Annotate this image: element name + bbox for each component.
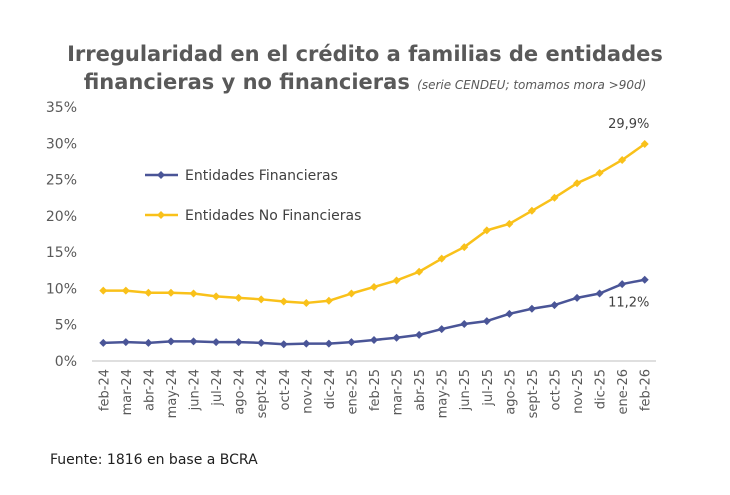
series-entidades-no-financieras-point	[302, 298, 311, 307]
series-entidades-financieras-point	[527, 304, 536, 313]
x-tick-label: abr-25	[413, 369, 428, 411]
x-tick-label: feb-26	[639, 369, 654, 411]
y-tick-label: 30%	[46, 136, 77, 152]
series-entidades-no-financieras-point	[482, 226, 491, 235]
series-entidades-no-financieras-point	[527, 206, 536, 215]
series-entidades-no-financieras-point	[212, 292, 221, 301]
series-entidades-no-financieras-point	[370, 282, 378, 291]
series-entidades-no-financieras-point	[144, 288, 153, 297]
series-entidades-financieras-point	[166, 337, 175, 346]
series-entidades-financieras-point	[550, 301, 559, 310]
x-tick-label: jun-24	[188, 369, 203, 411]
series-entidades-financieras-point	[189, 337, 198, 346]
series-entidades-no-financieras-point	[324, 296, 333, 305]
series-entidades-financieras-point	[144, 338, 153, 347]
y-tick-label: 25%	[46, 173, 77, 189]
x-tick-label: mar-25	[391, 369, 406, 415]
x-tick-label: jul-25	[481, 369, 496, 407]
series-entidades-no-financieras-point	[460, 243, 469, 252]
series-entidades-no-financieras-point	[166, 288, 175, 297]
chart-title: Irregularidad en el crédito a familias d…	[0, 40, 730, 99]
series-entidades-no-financieras-point	[415, 267, 424, 276]
series-entidades-financieras-point	[302, 339, 311, 348]
x-tick-label: feb-24	[97, 369, 112, 411]
series-entidades-financieras-point	[347, 338, 356, 347]
x-tick-label: ago-25	[503, 369, 518, 415]
series-entidades-financieras-point	[234, 338, 243, 347]
source-note: Fuente: 1816 en base a BCRA	[50, 452, 258, 468]
x-tick-label: abr-24	[142, 369, 157, 411]
series-entidades-no-financieras-point	[437, 254, 446, 263]
x-tick-label: ene-26	[616, 369, 631, 414]
series-entidades-no-financieras-point	[279, 297, 288, 306]
series-entidades-financieras-point	[595, 289, 604, 298]
x-tick-label: ene-25	[345, 369, 360, 414]
x-tick-label: jun-25	[458, 369, 473, 411]
legend-entidades-financieras-label: Entidades Financieras	[185, 168, 338, 184]
x-tick-label: sept-24	[255, 369, 270, 418]
x-tick-label: may-25	[436, 369, 451, 418]
series-entidades-no-financieras-point	[257, 295, 266, 304]
series-entidades-financieras-point	[437, 325, 446, 334]
chart-title-line2-text: financieras y no financieras	[83, 70, 410, 94]
series-entidades-no-financieras-point	[392, 276, 401, 285]
series-entidades-no-financieras-point	[189, 289, 198, 298]
series-entidades-financieras-point	[99, 338, 108, 347]
series-entidades-no-financieras-point	[640, 140, 649, 149]
series-entidades-financieras-point	[121, 338, 130, 347]
x-tick-label: oct-25	[548, 369, 563, 410]
series-entidades-financieras-point	[640, 275, 649, 284]
x-tick-label: feb-25	[368, 369, 383, 411]
y-tick-label: 20%	[46, 209, 77, 225]
chart-title-line1: Irregularidad en el crédito a familias d…	[67, 42, 663, 66]
legend-entidades-no-financieras-label: Entidades No Financieras	[185, 208, 361, 224]
series-entidades-no-financieras-end-label: 29,9%	[608, 117, 649, 132]
x-tick-label: oct-24	[278, 369, 293, 410]
legend: Entidades Financieras Entidades No Financ…	[145, 168, 361, 224]
chart-title-line2: financieras y no financieras (serie CEND…	[0, 68, 730, 99]
legend-entidades-financieras-marker	[157, 171, 165, 179]
series-entidades-no-financieras-point	[121, 286, 130, 295]
series-entidades-financieras-point	[460, 319, 469, 328]
x-tick-label: ago-24	[233, 369, 248, 415]
series-entidades-financieras-point	[618, 280, 627, 289]
x-tick-label: sept-25	[526, 369, 541, 418]
series-entidades-no-financieras-point	[618, 155, 627, 164]
series-entidades-no-financieras-point	[505, 219, 514, 228]
x-tick-label: dic-25	[594, 369, 609, 409]
series-entidades-financieras-point	[279, 340, 288, 349]
series-entidades-no-financieras-point	[595, 169, 604, 178]
series-entidades-no-financieras-point	[573, 179, 582, 188]
series-entidades-financieras-point	[505, 309, 514, 318]
x-tick-label: may-24	[165, 369, 180, 418]
chart-subtitle: (serie CENDEU; tomamos mora >90d)	[417, 78, 647, 92]
series-entidades-financieras-point	[257, 338, 266, 347]
series-entidades-financieras-point	[392, 333, 401, 342]
y-tick-label: 0%	[55, 354, 77, 370]
series-entidades-financieras-end-label: 11,2%	[608, 296, 649, 311]
x-tick-label: dic-24	[323, 369, 338, 409]
x-tick-label: nov-25	[571, 369, 586, 414]
x-tick-label: mar-24	[120, 369, 135, 415]
y-tick-label: 5%	[55, 318, 77, 334]
series-entidades-financieras-point	[415, 330, 424, 339]
series-entidades-no-financieras-point	[550, 193, 559, 202]
series-lines: 11,2% 29,9%	[99, 117, 649, 349]
series-entidades-financieras-point	[212, 338, 221, 347]
series-entidades-financieras-point	[324, 339, 333, 348]
y-tick-label: 35%	[46, 100, 77, 116]
series-entidades-no-financieras-point	[347, 289, 356, 298]
x-tick-label: nov-24	[300, 369, 315, 414]
series-entidades-financieras-point	[482, 317, 491, 326]
legend-entidades-no-financieras-marker	[157, 211, 165, 219]
axes: 0% 5% 10% 15% 20% 25% 30% 35% feb-24 mar-24 abr-24…	[46, 100, 656, 418]
x-tick-label: jul-24	[210, 369, 225, 407]
series-entidades-financieras-point	[370, 335, 378, 344]
y-tick-label: 10%	[46, 281, 77, 297]
series-entidades-no-financieras-point	[234, 293, 243, 302]
y-tick-label: 15%	[46, 245, 77, 261]
series-entidades-financieras-point	[573, 293, 582, 302]
series-entidades-no-financieras-point	[99, 286, 108, 295]
